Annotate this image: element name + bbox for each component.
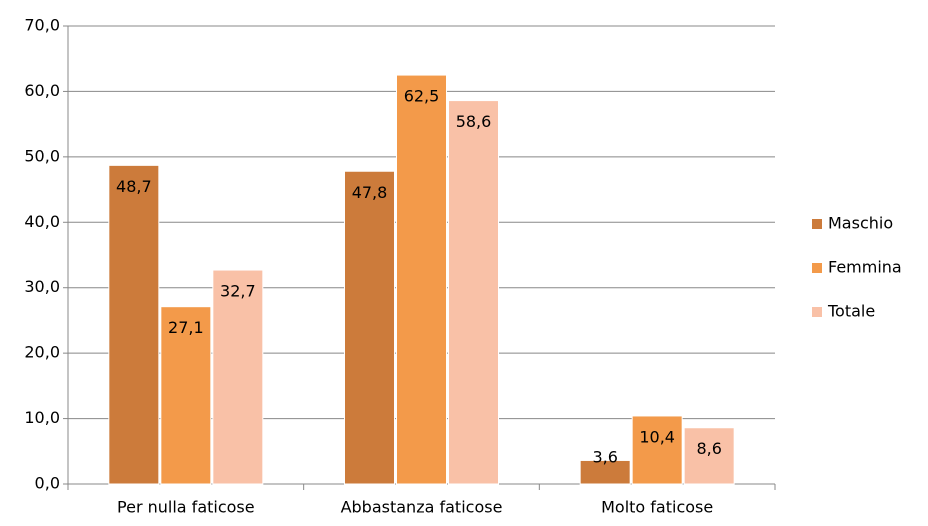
value-label: 48,7 (116, 177, 152, 196)
value-label: 47,8 (352, 183, 388, 202)
y-tick-label: 70,0 (24, 16, 60, 35)
legend-swatch (812, 307, 822, 317)
value-label: 32,7 (220, 282, 256, 301)
legend-label: Totale (827, 302, 875, 321)
y-tick-label: 20,0 (24, 343, 60, 362)
value-label: 8,6 (696, 439, 721, 458)
legend-label: Femmina (828, 258, 902, 277)
value-label: 27,1 (168, 318, 204, 337)
y-tick-label: 10,0 (24, 408, 60, 427)
y-tick-label: 40,0 (24, 212, 60, 231)
legend-swatch (812, 219, 822, 229)
y-tick-label: 60,0 (24, 81, 60, 100)
y-tick-label: 30,0 (24, 277, 60, 296)
x-tick-label: Molto faticose (601, 498, 713, 517)
value-label: 3,6 (592, 448, 617, 467)
x-tick-label: Abbastanza faticose (341, 498, 503, 517)
y-tick-label: 50,0 (24, 146, 60, 165)
bar (344, 170, 395, 485)
bar (683, 427, 735, 485)
bar (160, 306, 212, 485)
value-label: 62,5 (404, 87, 440, 106)
bar (579, 459, 631, 485)
bar (448, 100, 499, 485)
bar (108, 164, 160, 485)
bar (396, 74, 447, 485)
bar (212, 269, 264, 485)
bar (631, 415, 683, 485)
value-label: 10,4 (639, 427, 675, 446)
value-label: 58,6 (456, 112, 492, 131)
x-tick-label: Per nulla faticose (117, 498, 255, 517)
y-tick-label: 0,0 (35, 474, 60, 493)
legend-swatch (812, 263, 822, 273)
legend-label: Maschio (828, 214, 893, 233)
